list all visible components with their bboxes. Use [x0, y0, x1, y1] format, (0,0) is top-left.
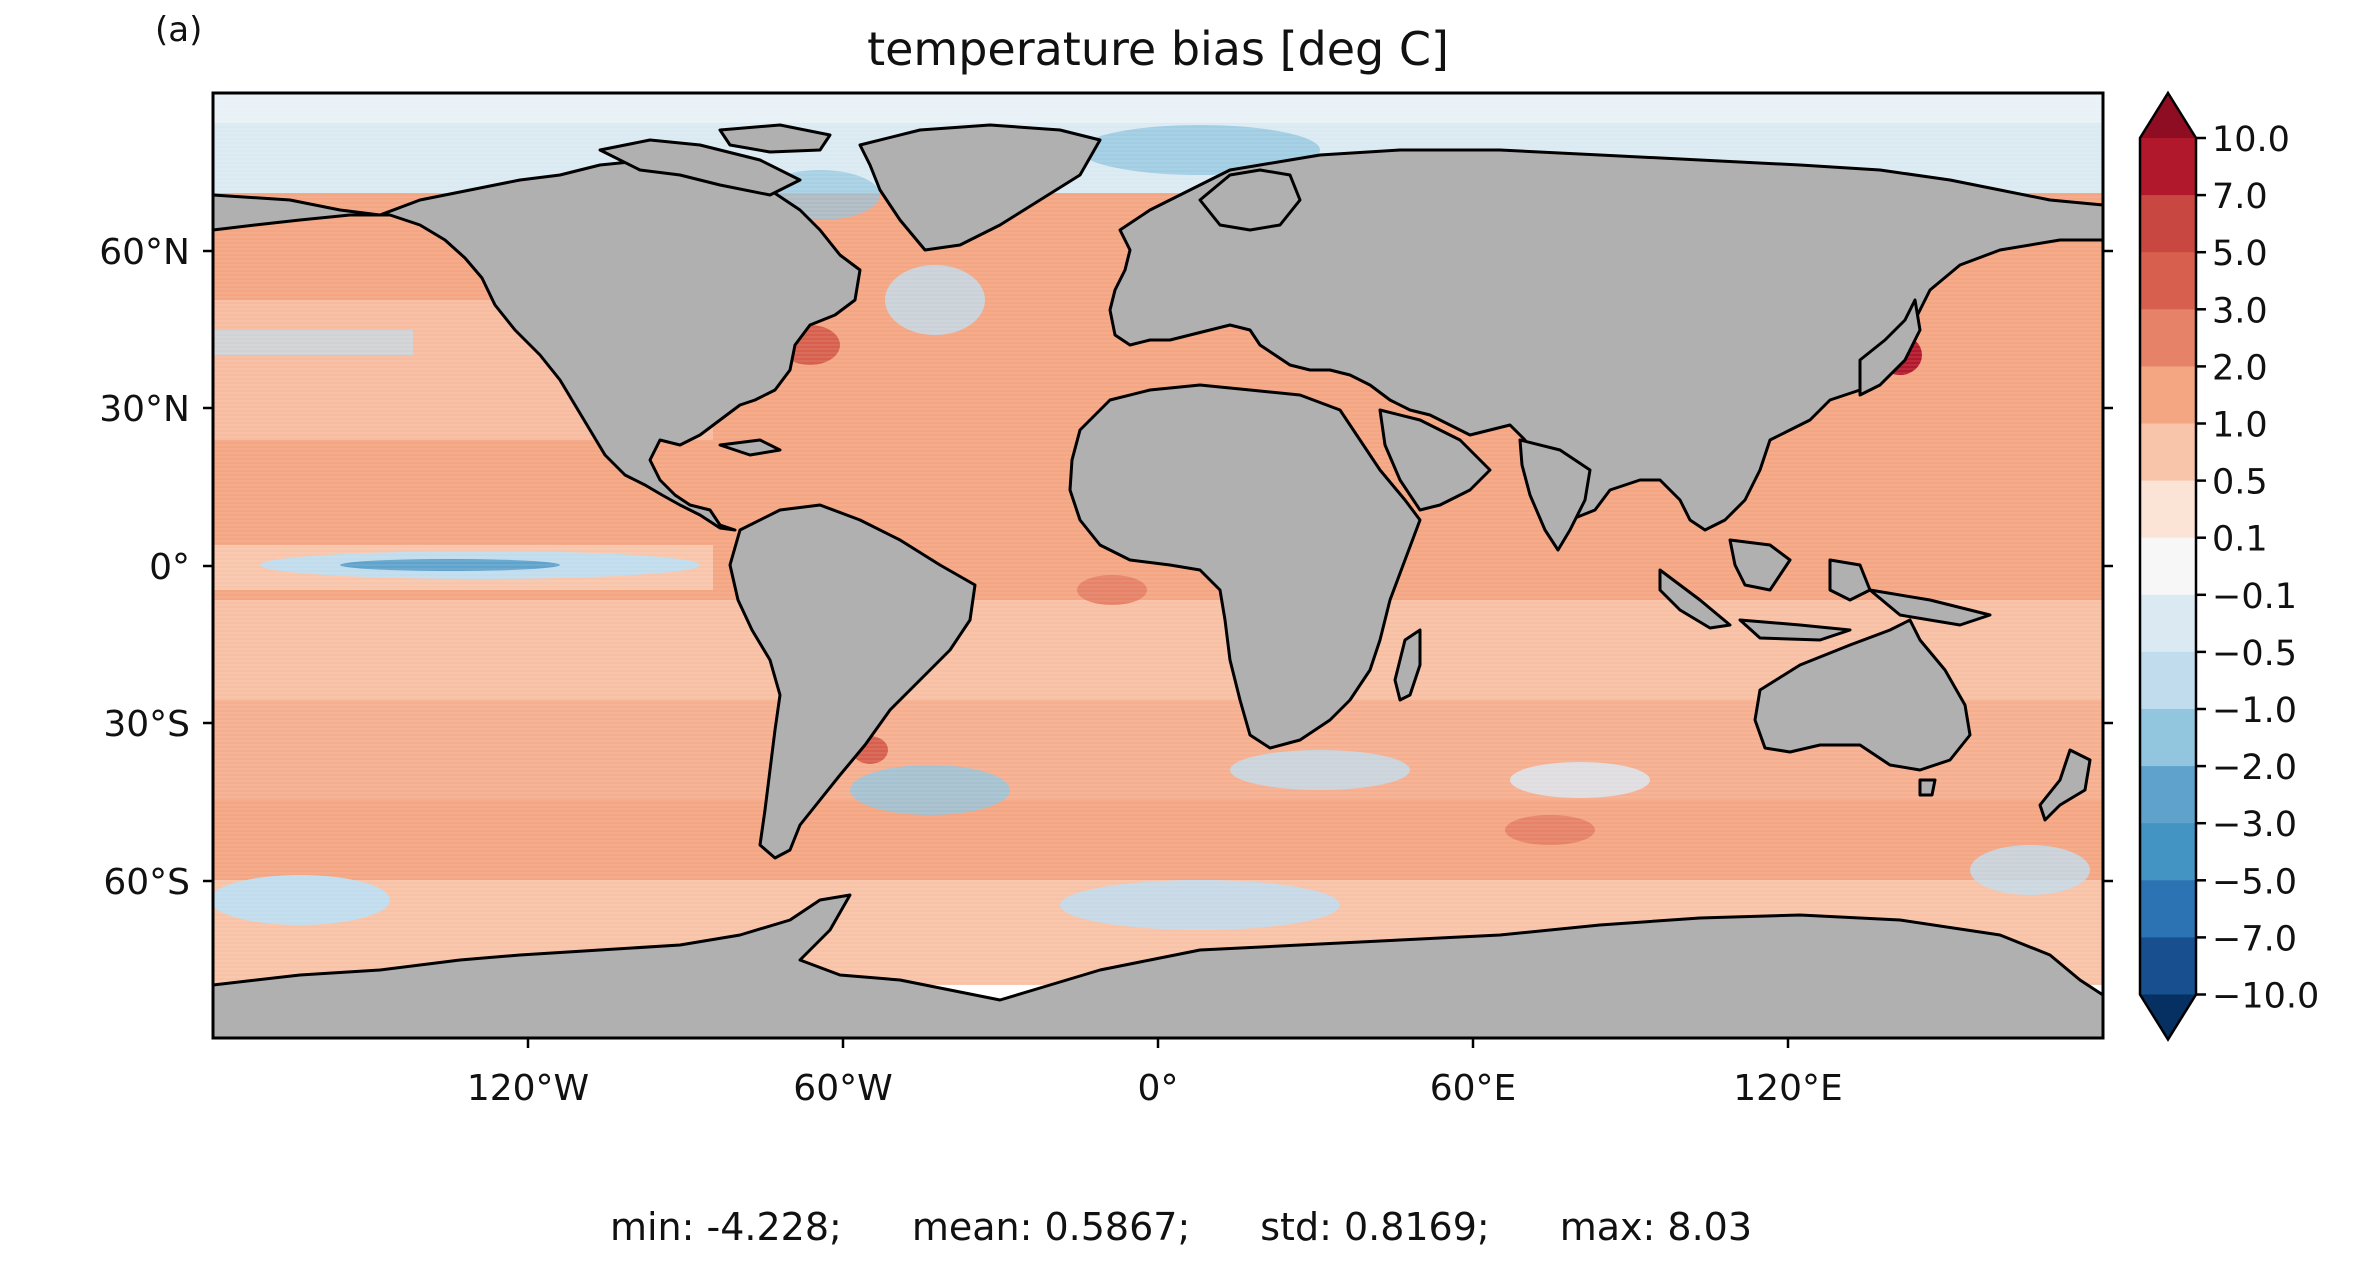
colorbar: 10.0 7.0 5.0 3.0 2.0 1.0 0.5 0.1 −0.1 −0.5 −1.0 −2.…: [2138, 90, 2319, 1042]
lat-ticks: [203, 249, 2113, 883]
lon-label-120e: 120°E: [1733, 1068, 1842, 1109]
colorbar-label: 0.1: [2212, 520, 2268, 560]
colorbar-band: [2140, 138, 2196, 196]
colorbar-label: 10.0: [2212, 120, 2290, 160]
lat-label-60s: 60°S: [103, 862, 190, 903]
colorbar-label: 0.5: [2212, 463, 2268, 503]
land-masses: [213, 123, 2103, 1038]
lon-ticks: [526, 1038, 1790, 1048]
lon-label-60e: 60°E: [1430, 1068, 1517, 1109]
map-title: temperature bias [deg C]: [867, 22, 1449, 76]
colorbar-label: −3.0: [2212, 805, 2297, 845]
colorbar-band: [2140, 709, 2196, 767]
colorbar-label: −0.1: [2212, 577, 2297, 617]
colorbar-label: 5.0: [2212, 234, 2268, 274]
colorbar-label: −2.0: [2212, 748, 2297, 788]
colorbar-label: −10.0: [2212, 977, 2319, 1017]
colorbar-band: [2140, 937, 2196, 995]
africa-land: [1068, 383, 1422, 750]
lon-label-0: 0°: [1138, 1068, 1179, 1109]
arctic-islands-land: [598, 138, 802, 197]
colorbar-label: −7.0: [2212, 919, 2297, 959]
stats-line: min: -4.228; mean: 0.5867; std: 0.8169; max…: [0, 1205, 2362, 1249]
south-america-land: [728, 503, 977, 860]
colorbar-label: −5.0: [2212, 862, 2297, 902]
colorbar-label: −1.0: [2212, 691, 2297, 731]
lat-label-30n: 30°N: [99, 389, 190, 430]
panel-label: (a): [155, 10, 203, 50]
antarctica-land: [213, 893, 2103, 1038]
colorbar-band: [2140, 480, 2196, 539]
colorbar-extend-max: [2140, 93, 2196, 138]
stat-max: max: 8.03: [1559, 1205, 1753, 1249]
colorbar-band: [2140, 309, 2196, 367]
colorbar-band: [2140, 423, 2196, 482]
madagascar-land: [1393, 628, 1422, 702]
lon-label-60w: 60°W: [793, 1068, 892, 1109]
lat-label-60n: 60°N: [99, 232, 190, 273]
japan-land: [1858, 298, 1922, 397]
colorbar-band: [2140, 537, 2196, 596]
colorbar-extend-min: [2140, 994, 2196, 1040]
stat-mean: mean: 0.5867;: [911, 1205, 1191, 1249]
india-land: [1518, 438, 1592, 552]
australia-land: [1753, 618, 1972, 772]
colorbar-label: 1.0: [2212, 406, 2268, 446]
eurasia-land: [1108, 148, 2103, 532]
colorbar-band: [2140, 366, 2196, 424]
colorbar-band: [2140, 823, 2196, 881]
colorbar-label: −0.5: [2212, 634, 2297, 674]
lon-label-120w: 120°W: [467, 1068, 589, 1109]
stat-std: std: 0.8169;: [1260, 1205, 1490, 1249]
lat-label-30s: 30°S: [103, 704, 190, 745]
stat-min: min: -4.228;: [609, 1205, 842, 1249]
colorbar-band: [2140, 766, 2196, 824]
colorbar-band: [2140, 195, 2196, 253]
colorbar-label: 3.0: [2212, 291, 2268, 331]
colorbar-band: [2140, 594, 2196, 653]
colorbar-band: [2140, 252, 2196, 310]
greenland-land: [858, 123, 1102, 252]
colorbar-band: [2140, 651, 2196, 710]
colorbar-band: [2140, 880, 2196, 938]
colorbar-label: 7.0: [2212, 177, 2268, 217]
lat-label-0: 0°: [149, 547, 190, 588]
colorbar-label: 2.0: [2212, 348, 2268, 388]
